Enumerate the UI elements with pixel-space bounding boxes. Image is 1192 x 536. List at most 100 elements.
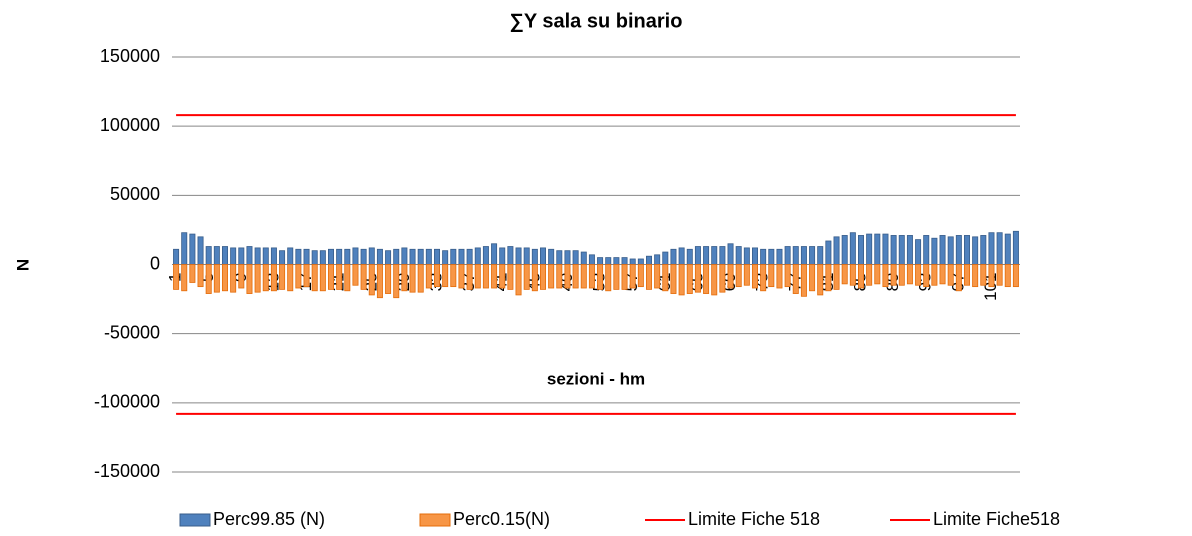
bar bbox=[809, 264, 816, 292]
bar bbox=[556, 264, 563, 289]
bar bbox=[515, 264, 522, 296]
bar bbox=[923, 264, 930, 288]
bar bbox=[344, 248, 351, 265]
bar bbox=[849, 232, 856, 265]
bar bbox=[442, 264, 449, 288]
bar bbox=[678, 264, 685, 296]
bar bbox=[344, 264, 351, 292]
bar bbox=[996, 264, 1003, 286]
bar bbox=[254, 264, 261, 293]
bar bbox=[972, 264, 979, 288]
y-axis-title: N bbox=[13, 259, 32, 271]
bar bbox=[376, 248, 383, 265]
bar bbox=[425, 264, 432, 289]
bar bbox=[580, 264, 587, 289]
bar bbox=[409, 264, 416, 293]
bar bbox=[915, 264, 922, 286]
bar bbox=[246, 246, 253, 265]
bar bbox=[442, 250, 449, 265]
bar bbox=[458, 248, 465, 265]
bar bbox=[662, 264, 669, 292]
legend-label: Limite Fiche518 bbox=[933, 509, 1060, 529]
bar bbox=[540, 264, 547, 290]
bar bbox=[727, 243, 734, 265]
bar bbox=[809, 246, 816, 265]
bar bbox=[890, 235, 897, 265]
bar bbox=[548, 248, 555, 265]
bar bbox=[931, 264, 938, 286]
bar bbox=[1004, 233, 1011, 265]
y-tick-label: 0 bbox=[150, 253, 160, 273]
bar bbox=[866, 264, 873, 286]
bar bbox=[825, 264, 832, 292]
bar bbox=[637, 264, 644, 288]
bar bbox=[368, 264, 375, 296]
bar bbox=[556, 250, 563, 265]
bar bbox=[327, 264, 334, 290]
bar bbox=[515, 247, 522, 265]
bar bbox=[368, 247, 375, 265]
bar bbox=[882, 264, 889, 288]
bar bbox=[336, 248, 343, 265]
bar bbox=[1012, 230, 1019, 265]
bar bbox=[858, 264, 865, 289]
bar bbox=[540, 247, 547, 265]
bar bbox=[279, 264, 286, 290]
bar bbox=[385, 250, 392, 265]
bar bbox=[1012, 264, 1019, 288]
bar bbox=[931, 237, 938, 265]
bar bbox=[254, 247, 261, 265]
bar bbox=[711, 246, 718, 265]
bar bbox=[491, 243, 498, 265]
bar bbox=[262, 264, 269, 292]
bar bbox=[181, 232, 188, 265]
bar bbox=[295, 248, 302, 265]
bar bbox=[939, 235, 946, 265]
bar bbox=[507, 246, 514, 265]
legend-label: Perc0.15(N) bbox=[453, 509, 550, 529]
bar bbox=[727, 264, 734, 289]
bar bbox=[450, 248, 457, 265]
bar bbox=[996, 232, 1003, 265]
bar bbox=[833, 264, 840, 290]
bar bbox=[303, 264, 310, 288]
bar bbox=[915, 239, 922, 265]
bar bbox=[564, 264, 571, 289]
bar bbox=[654, 254, 661, 265]
bar bbox=[686, 264, 693, 294]
legend-label: Perc99.85 (N) bbox=[213, 509, 325, 529]
bar bbox=[898, 264, 905, 286]
bar bbox=[221, 264, 228, 292]
bar bbox=[523, 247, 530, 265]
chart-title: ∑Y sala su binario bbox=[510, 10, 683, 32]
bar bbox=[613, 257, 620, 265]
bar bbox=[906, 235, 913, 265]
bar bbox=[662, 251, 669, 265]
bar bbox=[939, 264, 946, 285]
bar bbox=[433, 248, 440, 265]
bar bbox=[466, 264, 473, 290]
bar bbox=[654, 264, 661, 289]
bar bbox=[711, 264, 718, 296]
bar bbox=[670, 264, 677, 294]
bar bbox=[752, 247, 759, 265]
bar bbox=[189, 233, 196, 265]
bar bbox=[491, 264, 498, 289]
bar bbox=[425, 248, 432, 265]
bar bbox=[409, 248, 416, 265]
bar bbox=[947, 264, 954, 286]
y-tick-label: 150000 bbox=[100, 46, 160, 66]
y-tick-label: -150000 bbox=[94, 461, 160, 481]
bar bbox=[474, 247, 481, 265]
bar bbox=[213, 246, 220, 265]
bar bbox=[433, 264, 440, 288]
bar bbox=[923, 235, 930, 265]
bar bbox=[988, 232, 995, 265]
bar bbox=[417, 264, 424, 293]
bar bbox=[906, 264, 913, 285]
bar bbox=[287, 247, 294, 265]
bar bbox=[980, 264, 987, 286]
y-tick-label: -50000 bbox=[104, 322, 160, 342]
bar bbox=[303, 248, 310, 265]
bar bbox=[588, 264, 595, 289]
